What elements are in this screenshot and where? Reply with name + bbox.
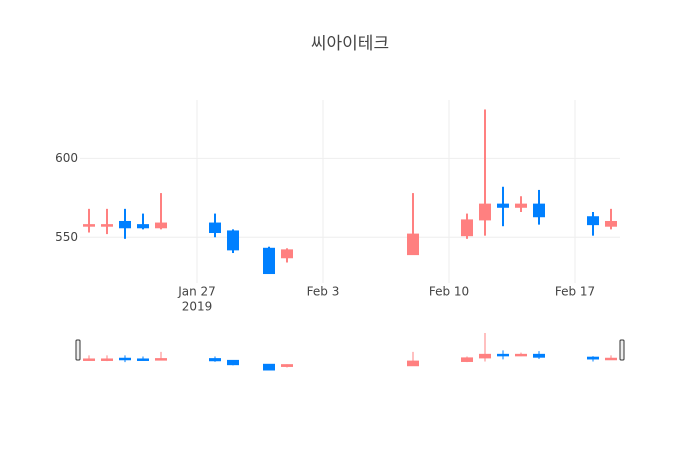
candle-body xyxy=(137,358,149,361)
candle-body xyxy=(227,230,239,251)
x-tick-label: Jan 27 xyxy=(177,285,216,299)
chart-title: 씨아이테크 xyxy=(311,34,389,54)
candle-body xyxy=(497,353,509,357)
y-tick-label: 550 xyxy=(55,230,78,244)
x-year-label: 2019 xyxy=(182,300,213,314)
candle-body xyxy=(119,220,131,229)
y-tick-label: 600 xyxy=(55,151,78,165)
candle-body xyxy=(101,358,113,361)
candle-body xyxy=(479,353,491,359)
candle-body xyxy=(209,222,221,234)
candle-body xyxy=(407,233,419,256)
candle-body xyxy=(281,249,293,259)
candle-body xyxy=(281,364,293,367)
candle-body xyxy=(605,357,617,361)
candle-body xyxy=(515,203,527,208)
candle-body xyxy=(515,353,527,357)
candle-body xyxy=(479,203,491,221)
candle-body xyxy=(533,353,545,358)
candle-body xyxy=(587,356,599,360)
candle-body xyxy=(227,359,239,366)
candle-body xyxy=(155,222,167,229)
candle-body xyxy=(263,247,275,275)
candle-body xyxy=(101,224,113,227)
candle-body xyxy=(605,220,617,227)
candle-body xyxy=(497,203,509,208)
candle-body xyxy=(461,357,473,362)
candle-body xyxy=(533,203,545,218)
candle-body xyxy=(119,357,131,361)
candle-body xyxy=(137,224,149,229)
candle-body xyxy=(155,358,167,361)
candle-body xyxy=(83,358,95,361)
x-tick-label: Feb 17 xyxy=(555,285,595,299)
candle-body xyxy=(407,360,419,367)
range-handle xyxy=(619,339,625,361)
x-tick-label: Feb 10 xyxy=(429,285,469,299)
candle-body xyxy=(263,363,275,371)
range-handle xyxy=(75,339,81,361)
candle-body xyxy=(587,216,599,226)
x-tick-label: Feb 3 xyxy=(307,285,340,299)
candle-body xyxy=(83,224,95,227)
candle-body xyxy=(461,219,473,237)
candle-body xyxy=(209,358,221,362)
